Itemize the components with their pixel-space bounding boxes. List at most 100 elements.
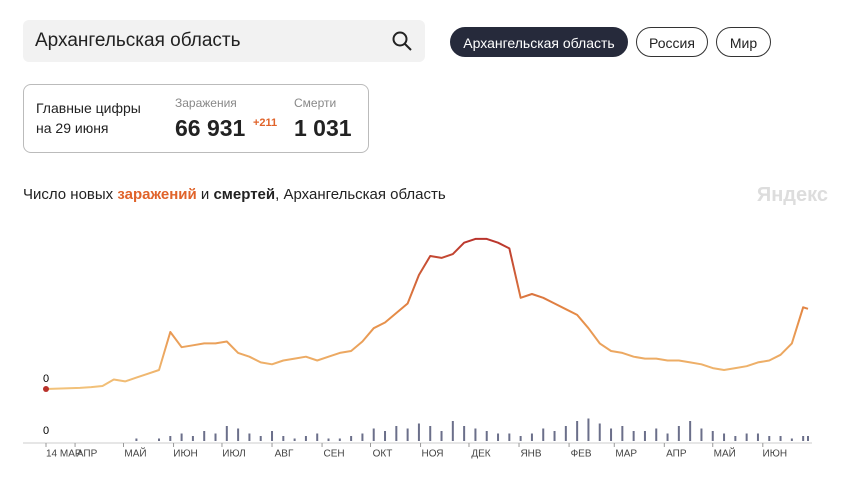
death-bar xyxy=(700,428,703,441)
death-bar xyxy=(282,436,285,441)
death-bar xyxy=(214,433,217,441)
death-bar xyxy=(384,431,387,441)
stats-card: Главные цифры на 29 июня Заражения 66 93… xyxy=(23,84,369,153)
x-tick-label: МАЙ xyxy=(124,447,146,460)
death-bar xyxy=(361,433,364,441)
x-tick-label: АПР xyxy=(666,449,687,460)
death-bar xyxy=(191,436,194,441)
death-bar xyxy=(463,426,466,441)
death-bar xyxy=(689,421,692,441)
death-bar xyxy=(779,436,782,441)
death-bar xyxy=(564,426,567,441)
death-bar xyxy=(304,436,307,441)
death-bar xyxy=(395,426,398,441)
death-bar xyxy=(576,421,579,441)
title-deaths: смертей xyxy=(213,186,276,203)
death-bar xyxy=(587,418,590,441)
death-bar xyxy=(417,423,420,441)
death-bar xyxy=(790,438,793,441)
title-text: Число новых xyxy=(23,186,118,203)
tab[interactable]: Архангельская область xyxy=(450,27,628,57)
death-bar xyxy=(655,428,658,441)
stats-heading: Главные цифры xyxy=(36,100,141,116)
death-bar xyxy=(643,431,646,441)
death-bar xyxy=(429,426,432,441)
death-bar xyxy=(621,426,624,441)
title-text: , Архангельская область xyxy=(275,186,446,203)
death-bar xyxy=(259,436,262,441)
death-bar xyxy=(225,426,228,441)
death-bar xyxy=(271,431,274,441)
death-bar xyxy=(723,433,726,441)
title-text: и xyxy=(196,186,214,203)
chart-title: Число новых заражений и смертей, Арханге… xyxy=(23,186,446,203)
death-bar xyxy=(406,428,409,441)
death-bar xyxy=(610,428,613,441)
search-query: Архангельская область xyxy=(35,30,241,51)
x-tick-label: МАЙ xyxy=(714,447,736,460)
death-bar xyxy=(497,433,500,441)
death-bar xyxy=(316,433,319,441)
death-bar xyxy=(293,438,296,441)
death-bar xyxy=(180,433,183,441)
start-dot xyxy=(43,386,49,392)
death-bar xyxy=(598,423,601,441)
death-bar xyxy=(372,428,375,441)
x-tick-label: ДЕК xyxy=(471,449,490,460)
death-bar xyxy=(666,433,669,441)
death-bar xyxy=(542,428,545,441)
death-bar xyxy=(338,438,341,441)
x-tick-label: СЕН xyxy=(324,449,345,460)
x-tick-label: ИЮН xyxy=(173,449,198,460)
death-bar xyxy=(474,428,477,441)
death-bar xyxy=(756,433,759,441)
x-tick-label: ОКТ xyxy=(373,449,393,460)
x-tick-label: ИЮЛ xyxy=(222,449,245,460)
search-box[interactable]: Архангельская область xyxy=(23,20,425,62)
death-bar xyxy=(768,436,771,441)
x-tick-label: 14 МАР xyxy=(46,449,82,460)
death-bar xyxy=(158,438,161,441)
death-bar xyxy=(237,428,240,441)
death-bar xyxy=(508,433,511,441)
death-bar xyxy=(350,436,353,441)
death-bar xyxy=(135,438,138,441)
death-bar xyxy=(632,431,635,441)
cases-value: 66 931 xyxy=(175,115,246,141)
tab[interactable]: Мир xyxy=(716,27,771,57)
title-cases: заражений xyxy=(117,186,197,203)
death-bar xyxy=(451,421,454,441)
death-bar xyxy=(485,431,488,441)
death-bar xyxy=(440,431,443,441)
deaths-value: 1 031 xyxy=(294,115,352,141)
death-bar xyxy=(519,436,522,441)
x-tick-label: МАР xyxy=(615,449,637,460)
x-tick-label: НОЯ xyxy=(422,449,444,460)
death-bar xyxy=(203,431,206,441)
death-bar xyxy=(677,426,680,441)
death-bar xyxy=(530,433,533,441)
x-tick-label: ФЕВ xyxy=(571,449,592,460)
x-tick-label: АВГ xyxy=(275,449,294,460)
y-tick-label: 0 xyxy=(43,425,49,437)
death-bar xyxy=(553,431,556,441)
death-bar xyxy=(745,433,748,441)
y-tick-label: 0 xyxy=(43,373,49,385)
death-bar xyxy=(807,436,809,441)
death-bar xyxy=(711,431,714,441)
death-bar xyxy=(169,436,172,441)
deaths-label: Смерти xyxy=(294,96,337,110)
cases-label: Заражения xyxy=(175,96,237,110)
stats-date: на 29 июня xyxy=(36,120,109,136)
cases-line xyxy=(45,237,809,390)
cases-delta: +211 xyxy=(253,117,278,129)
x-tick-label: АПР xyxy=(77,449,98,460)
death-bar xyxy=(248,433,251,441)
death-bar xyxy=(327,438,330,441)
death-bar xyxy=(802,436,805,441)
search-icon[interactable] xyxy=(392,31,412,51)
tab[interactable]: Россия xyxy=(636,27,708,57)
x-tick-label: ИЮН xyxy=(763,449,788,460)
